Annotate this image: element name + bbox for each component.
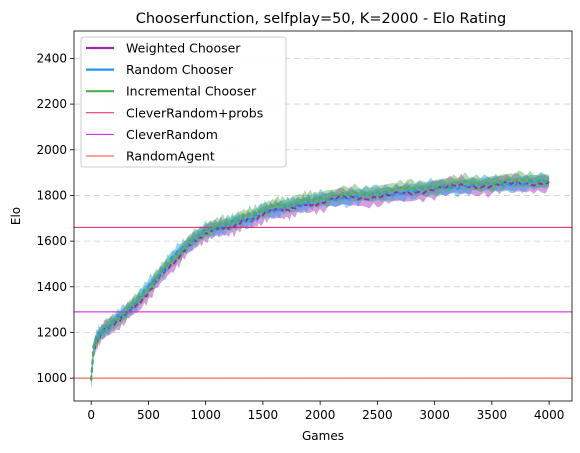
series-bands (91, 170, 550, 390)
legend-label-randomagent: RandomAgent (126, 149, 215, 164)
band-weighted-chooser (91, 172, 550, 389)
legend-label-cleverrandom: CleverRandom (126, 127, 218, 142)
x-tick-label: 1500 (248, 408, 279, 422)
y-axis-label: Elo (9, 207, 23, 225)
y-tick-label: 1600 (36, 234, 67, 248)
legend-label-weighted-chooser: Weighted Chooser (126, 41, 241, 56)
x-tick-label: 0 (87, 408, 95, 422)
y-tick-label: 2200 (36, 97, 67, 111)
x-tick-label: 3500 (477, 408, 508, 422)
y-axis-ticks: 1000 1200 1400 1600 1800 2000 2200 2400 (36, 51, 74, 385)
x-tick-label: 3000 (419, 408, 450, 422)
series-lines (90, 177, 550, 381)
y-tick-label: 2000 (36, 143, 67, 157)
x-axis-ticks: 0 500 1000 1500 2000 2500 3000 3500 4000 (87, 401, 564, 422)
legend: Weighted Chooser Random Chooser Incrementa… (80, 36, 287, 168)
x-tick-label: 2500 (362, 408, 393, 422)
x-axis-label: Games (302, 429, 344, 443)
reference-lines (74, 226, 572, 379)
x-tick-label: 500 (137, 408, 160, 422)
y-tick-label: 1200 (36, 325, 67, 339)
x-tick-label: 1000 (190, 408, 221, 422)
x-tick-label: 2000 (305, 408, 336, 422)
legend-label-cleverrandom-probs: CleverRandom+probs (126, 105, 263, 120)
y-tick-label: 1000 (36, 371, 67, 385)
chart-title: Chooserfunction, selfplay=50, K=2000 - E… (136, 11, 507, 27)
legend-box (80, 36, 287, 168)
band-incremental-chooser (91, 170, 550, 386)
line-incremental-chooser (90, 177, 550, 381)
legend-label-random-chooser: Random Chooser (126, 62, 234, 77)
y-tick-label: 1800 (36, 188, 67, 202)
y-tick-label: 1400 (36, 280, 67, 294)
band-random-chooser (91, 171, 550, 390)
legend-label-incremental-chooser: Incremental Chooser (126, 84, 257, 99)
plot-frame (73, 30, 573, 402)
x-tick-label: 4000 (534, 408, 565, 422)
y-tick-label: 2400 (36, 51, 67, 65)
